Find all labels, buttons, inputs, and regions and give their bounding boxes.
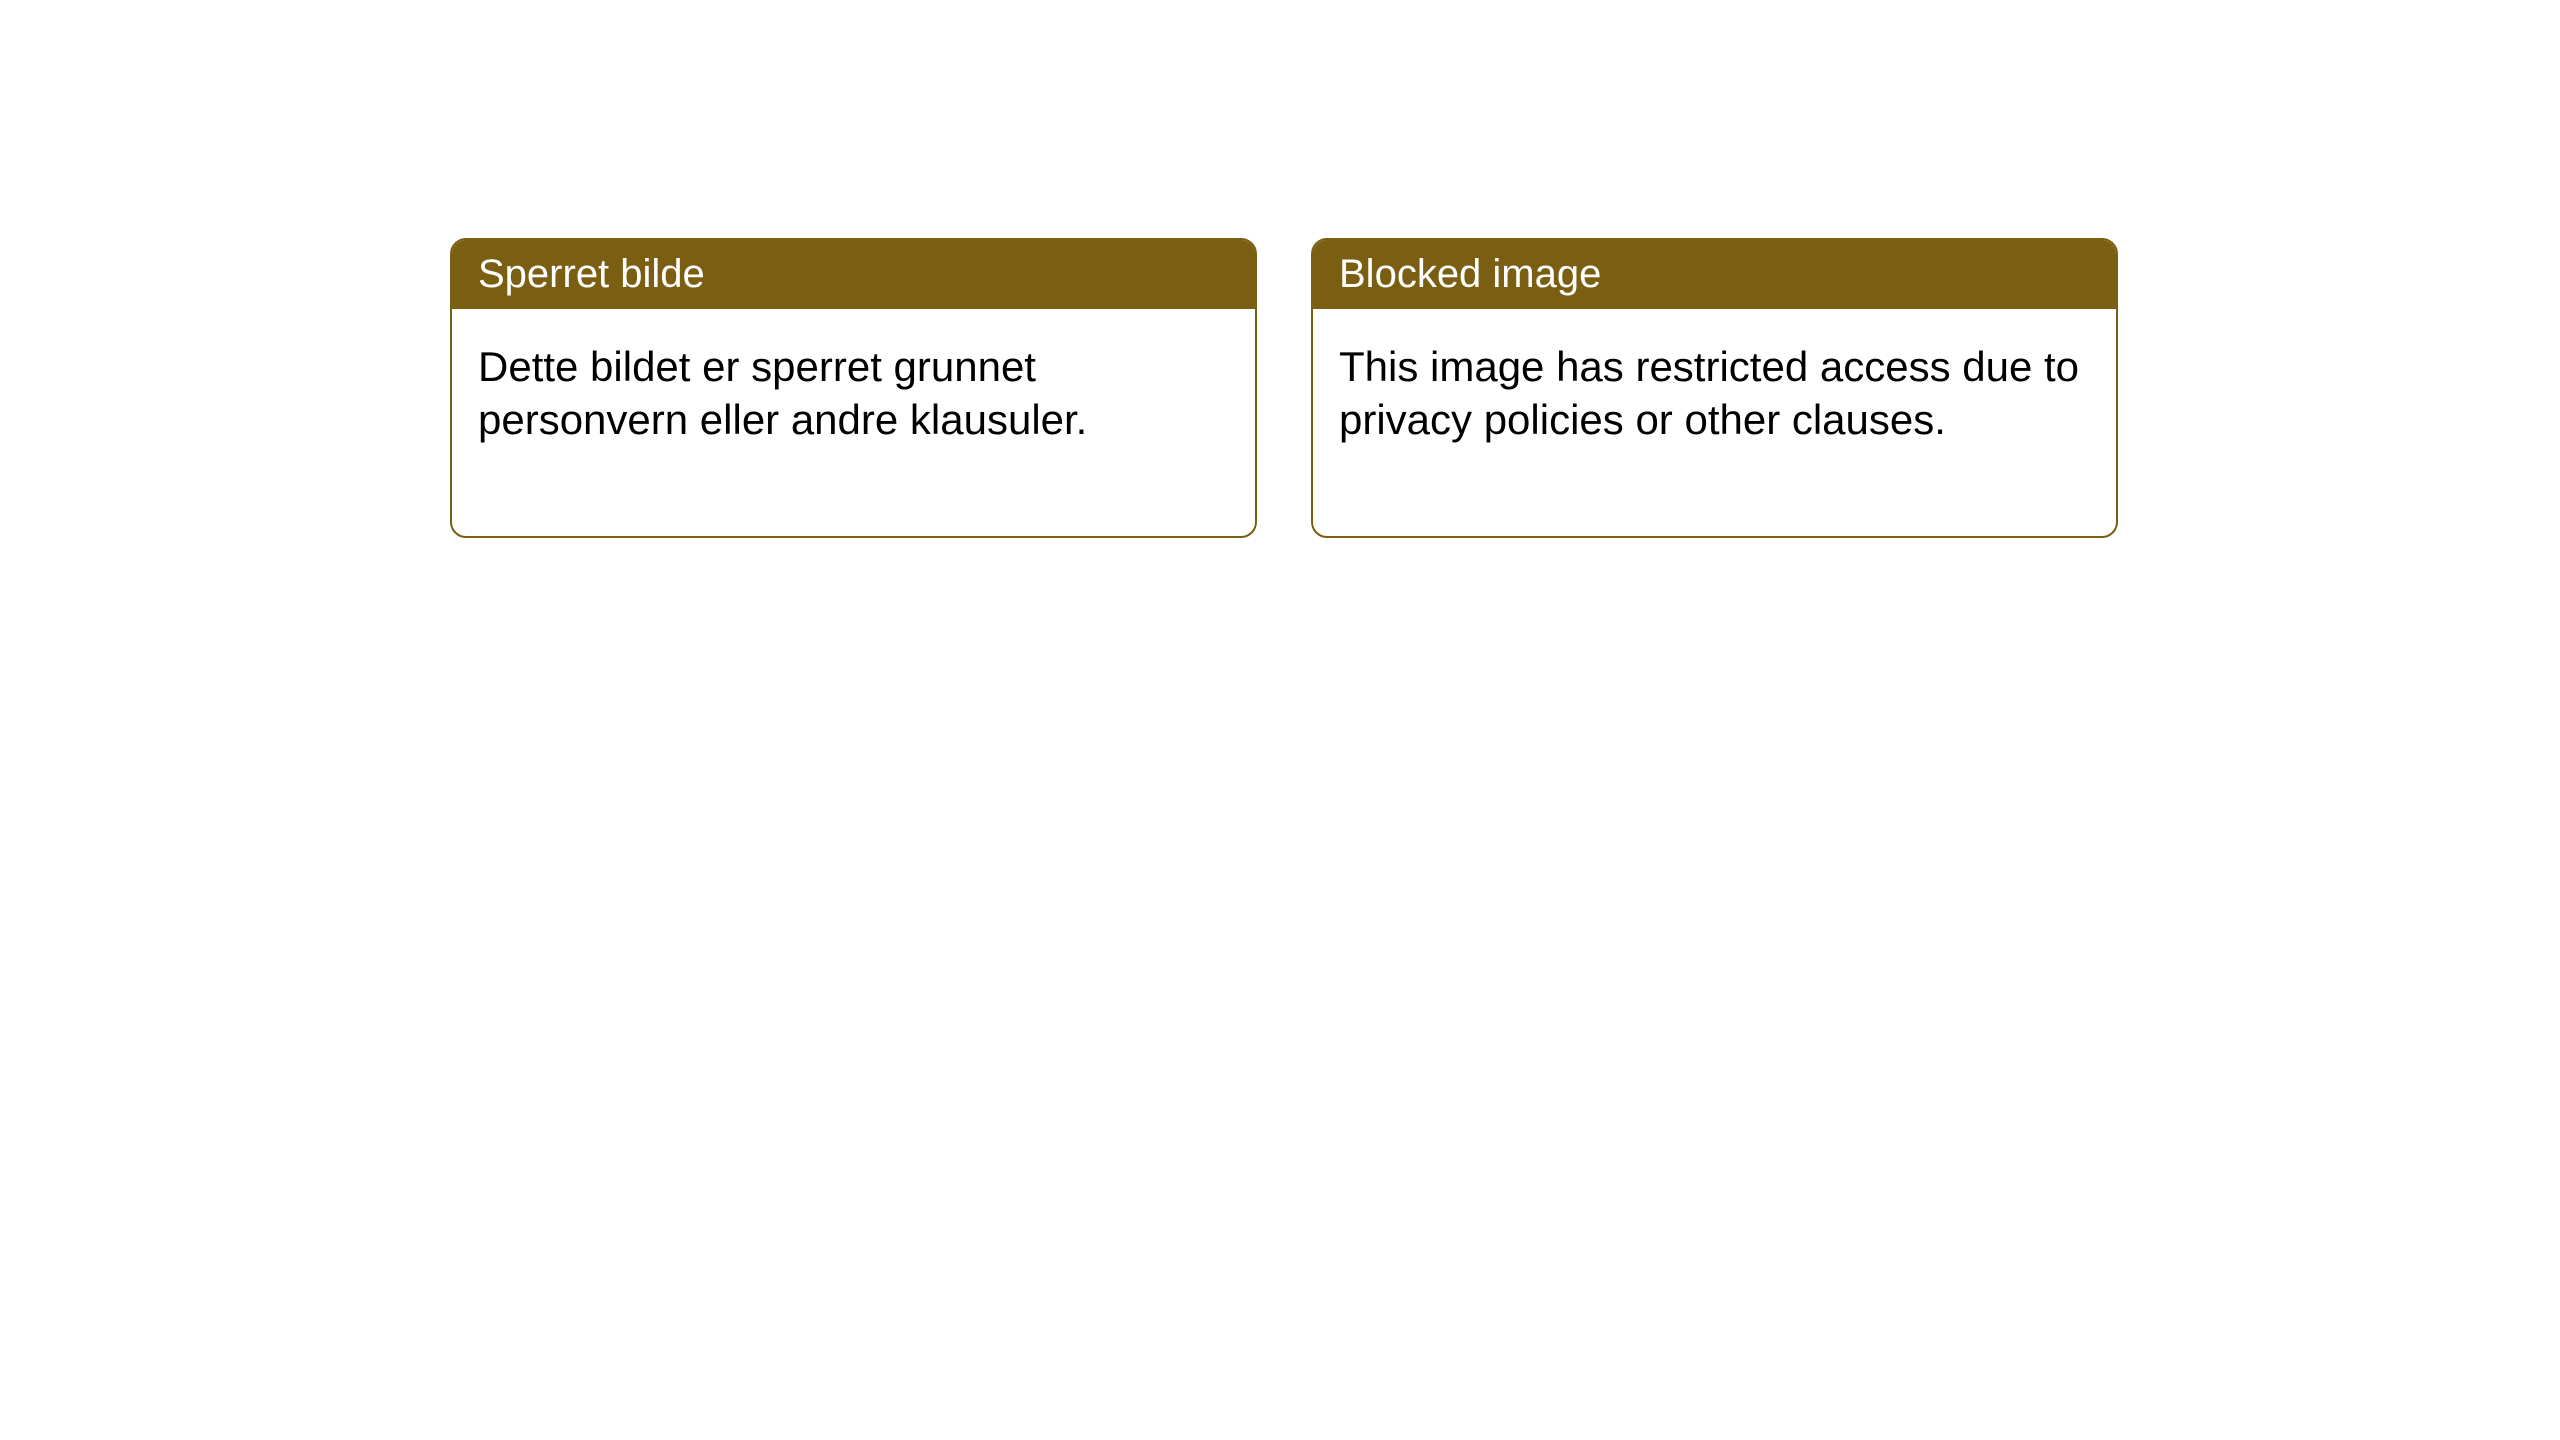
- notice-card-english: Blocked image This image has restricted …: [1311, 238, 2118, 538]
- notice-card-body: This image has restricted access due to …: [1313, 309, 2116, 536]
- notice-card-norwegian: Sperret bilde Dette bildet er sperret gr…: [450, 238, 1257, 538]
- notice-card-title: Sperret bilde: [452, 240, 1255, 309]
- notice-card-body: Dette bildet er sperret grunnet personve…: [452, 309, 1255, 536]
- notice-card-title: Blocked image: [1313, 240, 2116, 309]
- notice-container: Sperret bilde Dette bildet er sperret gr…: [450, 238, 2118, 538]
